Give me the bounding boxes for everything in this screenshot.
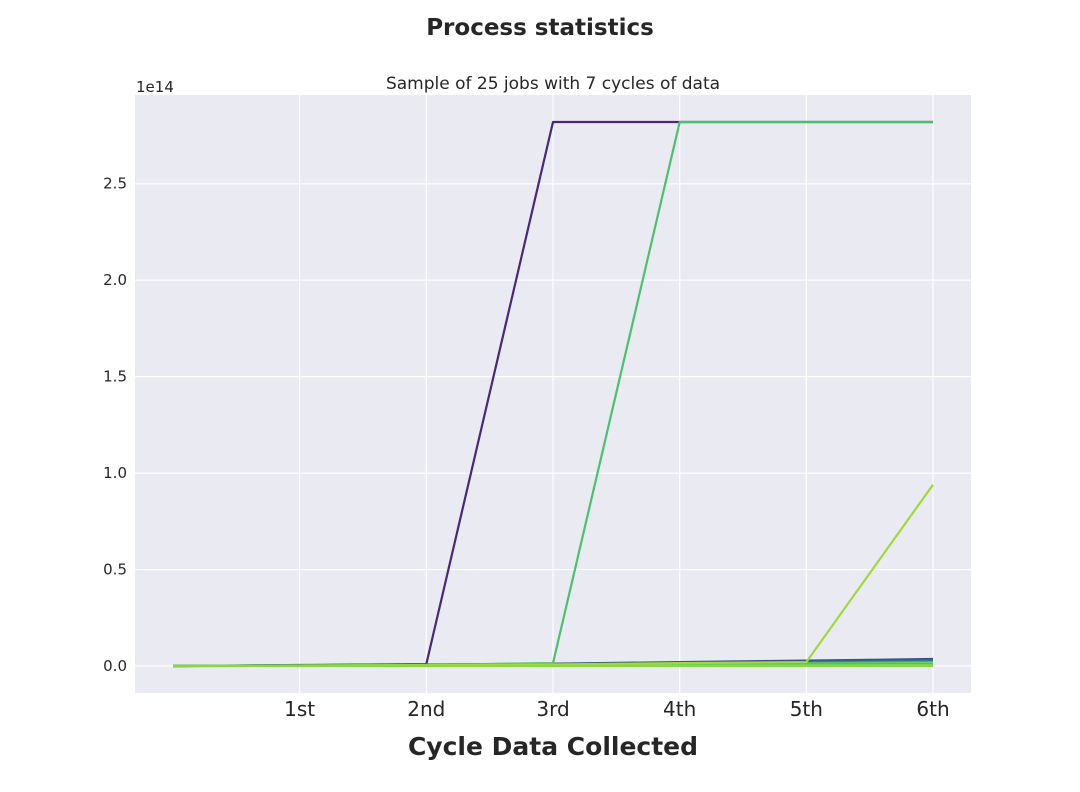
x-tick-label: 6th xyxy=(916,697,949,721)
x-tick-label: 5th xyxy=(790,697,823,721)
y-tick-label: 1.5 xyxy=(103,368,127,386)
y-tick-label: 2.5 xyxy=(103,175,127,193)
y-tick-label: 0.5 xyxy=(103,561,127,579)
chart-title: Process statistics xyxy=(426,15,654,41)
x-tick-label: 2nd xyxy=(407,697,445,721)
y-axis-offset-label: 1e14 xyxy=(136,78,174,96)
x-axis-label: Cycle Data Collected xyxy=(408,732,698,761)
chart-subtitle: Sample of 25 jobs with 7 cycles of data xyxy=(386,74,720,94)
series-lines xyxy=(172,120,934,668)
y-tick-label: 1.0 xyxy=(103,464,127,482)
y-tick-label: 2.0 xyxy=(103,271,127,289)
x-tick-label: 4th xyxy=(663,697,696,721)
x-axis-ticks: 1st 2nd 3rd 4th 5th 6th xyxy=(284,697,949,721)
y-tick-label: 0.0 xyxy=(103,657,127,675)
x-tick-label: 1st xyxy=(284,697,315,721)
y-axis-ticks: 0.0 0.5 1.0 1.5 2.0 2.5 xyxy=(103,175,127,675)
x-tick-label: 3rd xyxy=(536,697,569,721)
grid xyxy=(135,95,971,693)
